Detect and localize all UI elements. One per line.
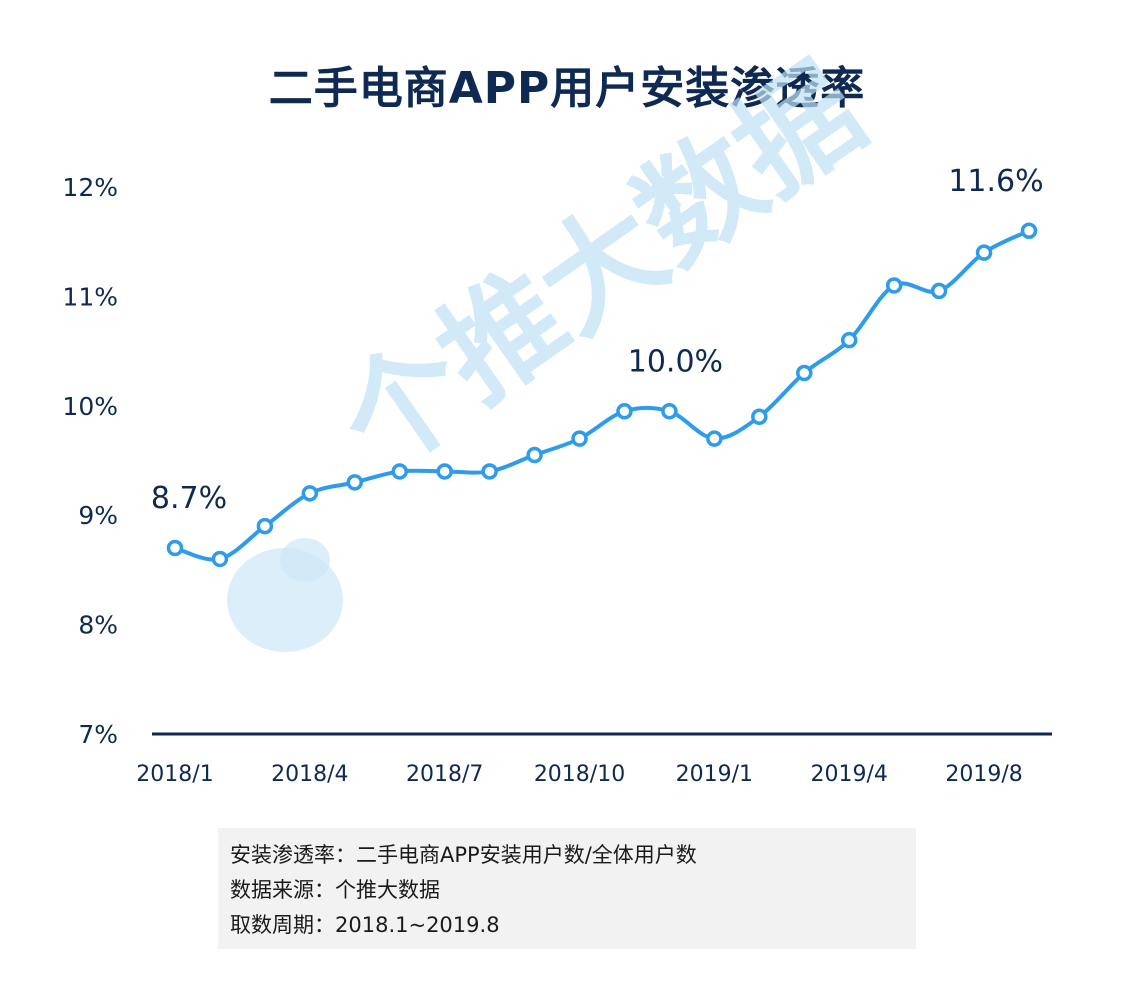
data-point <box>840 331 858 349</box>
y-tick-label: 12% <box>62 173 118 202</box>
x-tick-label: 2018/7 <box>406 762 483 787</box>
data-point <box>751 408 768 425</box>
data-point <box>436 463 453 480</box>
y-tick-label: 8% <box>78 611 118 640</box>
data-point <box>526 446 543 464</box>
chart: 7% 8% 9% 10% 11% 12% 2018/1 2018/4 2018/7 2018/1… <box>62 164 1052 787</box>
data-point <box>1020 222 1038 240</box>
series-line <box>174 228 1030 562</box>
data-point <box>391 463 408 480</box>
data-point <box>661 403 678 420</box>
x-tick-label: 2019/8 <box>945 762 1022 787</box>
data-point <box>166 539 184 557</box>
note-period: 取数周期：2018.1~2019.8 <box>230 913 500 937</box>
data-point <box>571 430 588 447</box>
data-point <box>616 403 633 420</box>
data-point <box>256 517 274 535</box>
x-tick-label: 2018/1 <box>136 762 213 787</box>
y-tick-label: 11% <box>62 282 118 311</box>
whale-logo-icon <box>227 538 343 652</box>
x-tick-label: 2019/1 <box>676 762 753 787</box>
data-point <box>796 364 813 382</box>
data-point <box>706 430 723 447</box>
data-label: 8.7% <box>151 481 227 516</box>
data-point <box>301 485 319 502</box>
chart-title: 二手电商APP用户安装渗透率 <box>268 63 866 114</box>
x-tick-label: 2019/4 <box>811 762 888 787</box>
y-tick-label: 9% <box>78 501 118 530</box>
note-box: 安装渗透率：二手电商APP安装用户数/全体用户数 数据来源：个推大数据 取数周期… <box>218 828 916 949</box>
data-label: 11.6% <box>948 164 1043 199</box>
data-point <box>885 277 903 294</box>
data-label: 10.0% <box>628 344 723 379</box>
x-tick-label: 2018/10 <box>534 762 625 787</box>
data-point <box>930 282 948 300</box>
data-point <box>481 463 498 480</box>
y-tick-label: 7% <box>78 720 118 749</box>
note-definition: 安装渗透率：二手电商APP安装用户数/全体用户数 <box>230 843 697 867</box>
x-tick-label: 2018/4 <box>271 762 348 787</box>
data-point <box>346 474 364 491</box>
note-source: 数据来源：个推大数据 <box>230 878 440 902</box>
data-point <box>975 244 993 261</box>
data-point <box>211 550 229 568</box>
y-tick-label: 10% <box>62 392 118 421</box>
